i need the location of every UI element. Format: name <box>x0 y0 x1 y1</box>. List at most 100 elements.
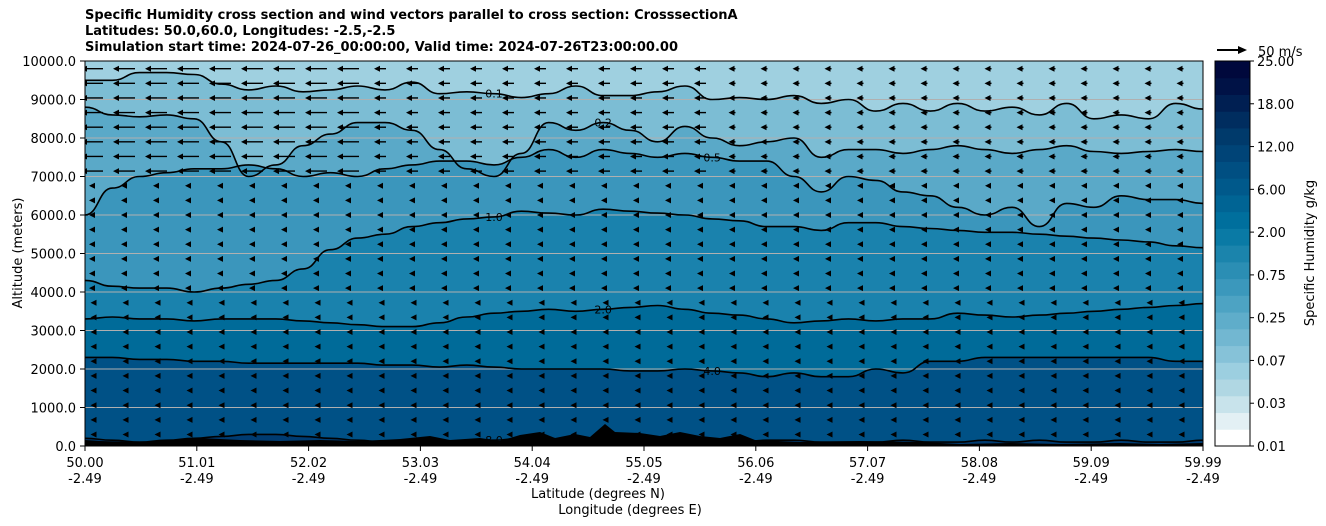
wind-vector <box>474 343 481 350</box>
wind-vector <box>505 197 511 204</box>
wind-vector <box>537 212 543 218</box>
wind-vector <box>601 241 607 248</box>
wind-vector <box>538 329 545 336</box>
wind-vector <box>314 402 321 409</box>
wind-vector <box>209 80 231 87</box>
colorbar-tick-label: 0.75 <box>1257 269 1286 284</box>
wind-vector <box>1081 270 1087 277</box>
wind-vector <box>665 270 671 277</box>
wind-vector <box>984 80 992 87</box>
wind-vector <box>374 109 386 116</box>
wind-vector <box>1114 314 1121 321</box>
wind-vector <box>890 402 897 409</box>
wind-vector <box>889 226 895 233</box>
wind-vector <box>954 343 961 350</box>
wind-vector <box>473 255 479 262</box>
wind-vector <box>409 212 415 218</box>
wind-vector <box>793 285 799 292</box>
wind-vector <box>1178 299 1185 306</box>
wind-vector <box>598 65 610 72</box>
wind-vector <box>602 358 609 365</box>
wind-vector <box>209 109 231 116</box>
wind-vector <box>185 226 191 233</box>
wind-vector <box>186 431 193 438</box>
wind-vector <box>153 226 159 233</box>
wind-vector <box>1016 153 1024 160</box>
wind-vector <box>90 329 97 336</box>
wind-vector <box>305 80 327 87</box>
wind-vector <box>760 109 768 116</box>
wind-vector <box>730 358 737 365</box>
wind-vector <box>537 182 543 189</box>
contour-label-0.2: 0.2 <box>594 117 612 130</box>
wind-vector <box>250 431 257 438</box>
wind-vector <box>730 387 737 394</box>
wind-vector <box>534 153 546 160</box>
wind-vector <box>186 402 193 409</box>
wind-vector <box>313 212 319 218</box>
wind-vector <box>121 270 127 277</box>
wind-vector <box>474 416 481 423</box>
colorbar-segment <box>1215 261 1250 280</box>
wind-vector <box>888 153 896 160</box>
wind-vector <box>410 402 417 409</box>
wind-vector <box>761 182 767 189</box>
wind-vector <box>209 153 231 160</box>
wind-vector <box>218 372 225 379</box>
wind-vector <box>920 94 928 101</box>
wind-vector <box>1112 109 1120 116</box>
x-tick-label-lon: -2.49 <box>627 472 661 487</box>
humidity-contour-lines: 0.1 0.2 0.5 1.0 2.0 4.0 8.0 <box>85 71 1203 446</box>
wind-vector <box>1146 299 1153 306</box>
wind-vector <box>920 124 928 131</box>
wind-vector <box>566 109 578 116</box>
wind-vector <box>952 138 960 145</box>
wind-vector <box>313 182 319 189</box>
wind-vector <box>145 80 167 87</box>
wind-vector <box>438 138 450 145</box>
wind-vector <box>794 372 801 379</box>
wind-vector <box>922 416 929 423</box>
wind-vector <box>1049 182 1055 189</box>
x-tick-label-lat: 55.05 <box>625 456 662 471</box>
wind-vector <box>145 109 167 116</box>
wind-vector <box>374 124 386 131</box>
wind-vector <box>666 299 673 306</box>
wind-vector <box>438 80 450 87</box>
wind-vector <box>666 343 673 350</box>
y-tick-label: 6000.0 <box>31 209 77 224</box>
wind-vector <box>666 358 673 365</box>
wind-vector <box>470 109 482 116</box>
wind-vector <box>922 343 929 350</box>
wind-vector <box>273 80 295 87</box>
wind-vector <box>337 138 359 145</box>
wind-vector <box>241 124 263 131</box>
wind-vector <box>920 65 928 72</box>
colorbar-segment <box>1215 345 1250 363</box>
wind-vector <box>954 314 961 321</box>
wind-vector <box>728 80 736 87</box>
wind-vector <box>1177 255 1183 262</box>
wind-vector <box>570 402 577 409</box>
wind-vector <box>538 402 545 409</box>
wind-vector <box>241 138 263 145</box>
wind-vector <box>1018 372 1025 379</box>
wind-vector <box>153 285 159 292</box>
wind-vector <box>502 65 514 72</box>
wind-vector <box>1177 182 1183 189</box>
wind-vector <box>889 197 895 204</box>
y-tick-label: 1000.0 <box>31 402 77 417</box>
colorbar-tick-label: 0.01 <box>1257 440 1286 455</box>
wind-vector <box>249 270 255 277</box>
wind-vector <box>984 124 992 131</box>
wind-vector <box>1080 138 1088 145</box>
wind-vector <box>570 314 577 321</box>
wind-vector <box>506 299 513 306</box>
contour-line-1.0 <box>85 208 1203 293</box>
wind-vector <box>634 372 641 379</box>
wind-vector <box>762 299 769 306</box>
wind-vector <box>954 372 961 379</box>
wind-vector <box>922 329 929 336</box>
wind-vector <box>346 343 353 350</box>
wind-vector <box>569 285 575 292</box>
